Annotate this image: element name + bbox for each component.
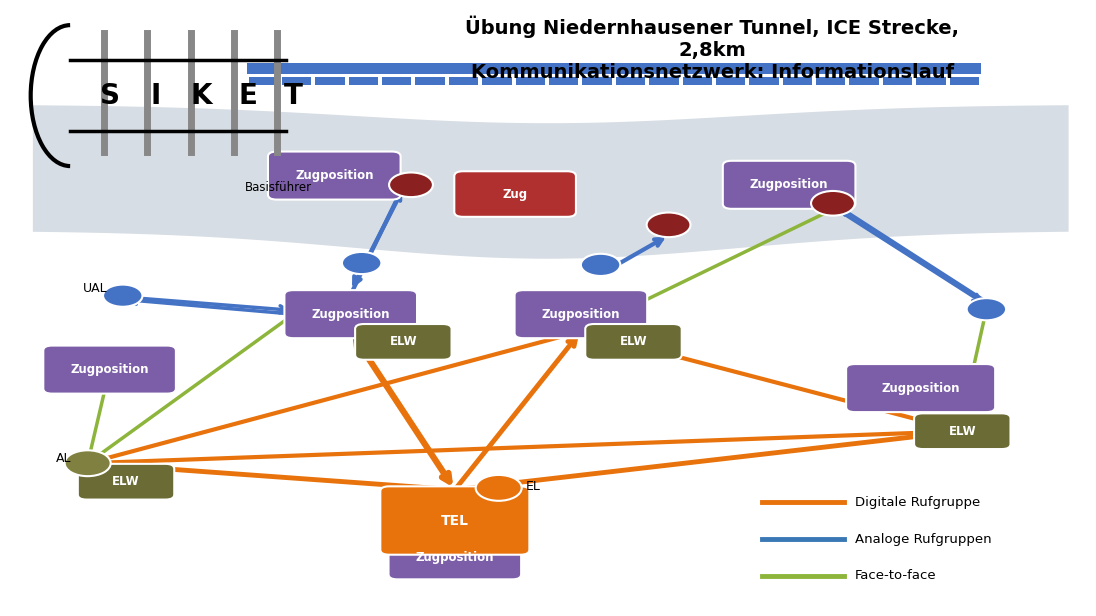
Text: Zugposition: Zugposition <box>415 551 494 564</box>
FancyBboxPatch shape <box>846 364 995 412</box>
Text: Zugposition: Zugposition <box>881 381 960 395</box>
Text: Zugposition: Zugposition <box>70 363 149 376</box>
Text: Zugposition: Zugposition <box>750 178 829 192</box>
Bar <box>383 77 411 85</box>
Circle shape <box>103 285 142 307</box>
Bar <box>716 77 745 85</box>
FancyBboxPatch shape <box>44 346 175 394</box>
Bar <box>949 77 979 85</box>
Text: I: I <box>150 81 161 110</box>
Text: UAL: UAL <box>83 282 107 295</box>
Text: ELW: ELW <box>389 335 418 349</box>
Bar <box>515 77 545 85</box>
Circle shape <box>342 252 381 274</box>
Bar <box>616 77 646 85</box>
Bar <box>783 77 812 85</box>
FancyBboxPatch shape <box>285 290 416 338</box>
Bar <box>649 77 678 85</box>
FancyBboxPatch shape <box>723 161 855 209</box>
Polygon shape <box>33 105 1069 259</box>
FancyBboxPatch shape <box>454 171 576 217</box>
FancyBboxPatch shape <box>380 487 529 554</box>
Bar <box>449 77 478 85</box>
FancyBboxPatch shape <box>267 152 400 200</box>
FancyBboxPatch shape <box>914 413 1011 449</box>
Text: ELW: ELW <box>948 424 977 438</box>
FancyBboxPatch shape <box>355 324 452 360</box>
Bar <box>482 77 512 85</box>
Text: EL: EL <box>526 480 541 493</box>
FancyBboxPatch shape <box>78 464 174 500</box>
Bar <box>316 77 345 85</box>
FancyBboxPatch shape <box>388 535 522 579</box>
Bar <box>247 63 981 74</box>
Text: Zugposition: Zugposition <box>295 169 374 182</box>
Circle shape <box>811 191 855 216</box>
Text: Basisführer: Basisführer <box>246 181 312 195</box>
Circle shape <box>967 298 1006 320</box>
Text: AL: AL <box>56 452 71 465</box>
Text: TEL: TEL <box>441 514 469 527</box>
Bar <box>882 77 912 85</box>
Circle shape <box>581 254 620 276</box>
Text: E: E <box>238 81 258 110</box>
Text: S: S <box>100 81 119 110</box>
Text: Zugposition: Zugposition <box>311 307 390 321</box>
Text: Face-to-face: Face-to-face <box>855 569 936 583</box>
Bar <box>683 77 712 85</box>
Text: Zugposition: Zugposition <box>541 307 620 321</box>
FancyBboxPatch shape <box>515 290 647 338</box>
Bar <box>415 77 445 85</box>
Text: Zug: Zug <box>503 187 527 201</box>
Bar <box>849 77 879 85</box>
Bar <box>817 77 845 85</box>
Circle shape <box>65 450 111 476</box>
Bar <box>349 77 378 85</box>
Text: Digitale Rufgruppe: Digitale Rufgruppe <box>855 495 980 509</box>
FancyBboxPatch shape <box>585 324 682 360</box>
Text: ELW: ELW <box>619 335 648 349</box>
Bar <box>282 77 311 85</box>
Bar <box>750 77 778 85</box>
Text: K: K <box>191 81 213 110</box>
Bar <box>916 77 946 85</box>
Text: ELW: ELW <box>112 475 140 488</box>
Bar <box>549 77 579 85</box>
Text: Analoge Rufgruppen: Analoge Rufgruppen <box>855 532 992 546</box>
Bar <box>249 77 278 85</box>
Text: Übung Niedernhausener Tunnel, ICE Strecke,
2,8km
Kommunikationsnetzwerk: Informa: Übung Niedernhausener Tunnel, ICE Streck… <box>466 15 959 82</box>
Bar <box>582 77 612 85</box>
Text: T: T <box>284 81 304 110</box>
Circle shape <box>389 172 433 197</box>
Circle shape <box>476 475 522 501</box>
Circle shape <box>647 213 690 237</box>
